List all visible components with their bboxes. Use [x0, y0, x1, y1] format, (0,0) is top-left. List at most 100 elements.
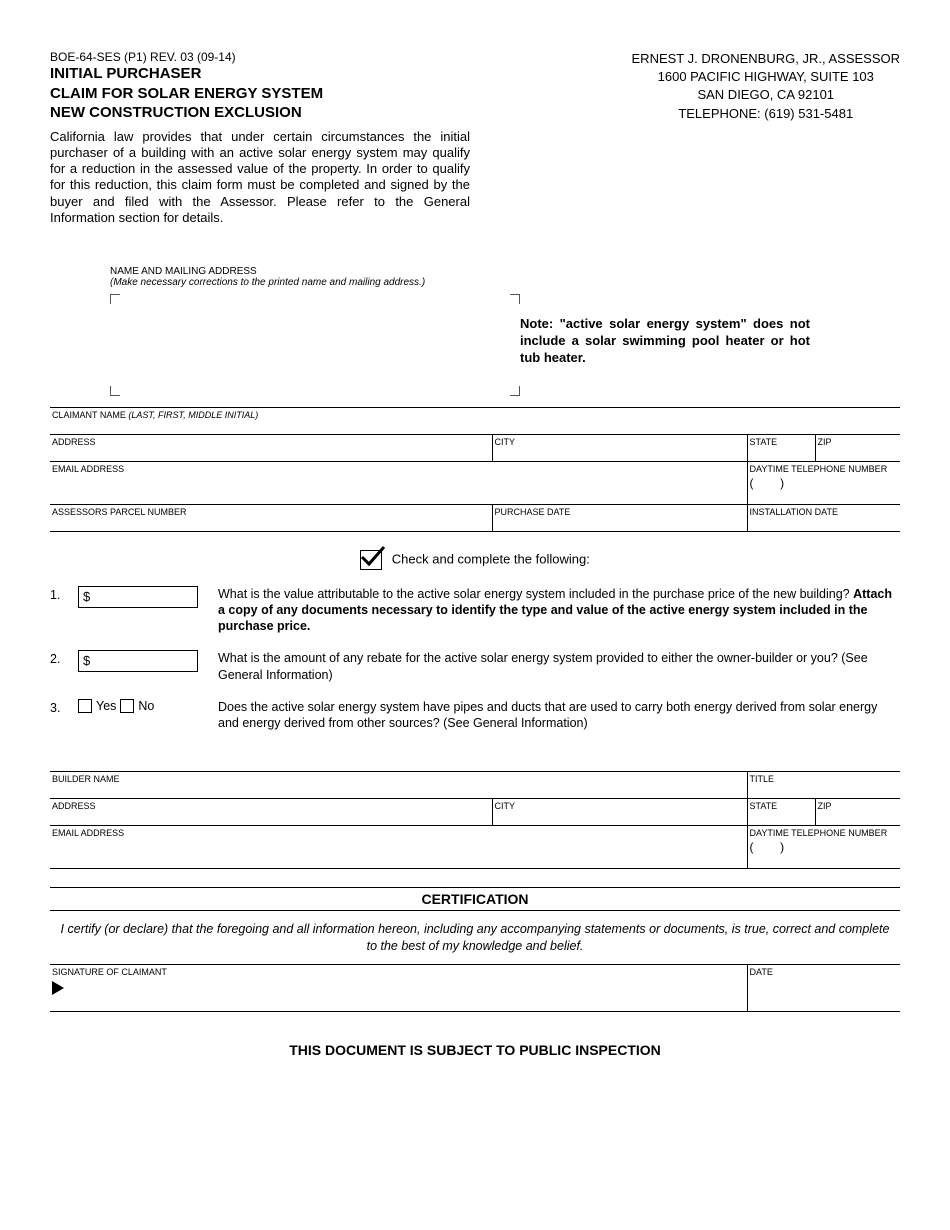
q3-yesno-wrapper: Yes No — [78, 699, 218, 713]
assessor-line-1: ERNEST J. DRONENBURG, JR., ASSESSOR — [632, 50, 900, 68]
corner-mark-br — [510, 386, 520, 396]
q3-yes-checkbox[interactable] — [78, 699, 92, 713]
q3-yes-label: Yes — [96, 699, 116, 713]
signature-cell[interactable]: SIGNATURE OF CLAIMANT — [50, 964, 747, 1011]
install-date-label: INSTALLATION DATE — [750, 507, 839, 517]
claimant-email-cell[interactable]: EMAIL ADDRESS — [50, 461, 747, 504]
mailing-heading: NAME AND MAILING ADDRESS — [110, 266, 500, 277]
title-line-2: CLAIM FOR SOLAR ENERGY SYSTEM — [50, 84, 470, 104]
builder-city-label: CITY — [495, 801, 516, 811]
q1-text: What is the value attributable to the ac… — [218, 586, 900, 635]
assessor-line-2: 1600 PACIFIC HIGHWAY, SUITE 103 — [632, 68, 900, 86]
claimant-city-label: CITY — [495, 437, 516, 447]
q1-input-wrapper: $ — [78, 586, 218, 608]
builder-address-label: ADDRESS — [52, 801, 96, 811]
paren-close: ) — [780, 476, 784, 490]
check-instruction-text: Check and complete the following: — [392, 551, 590, 566]
builder-phone-label: DAYTIME TELEPHONE NUMBER — [750, 828, 888, 838]
form-code: BOE-64-SES (P1) REV. 03 (09-14) — [50, 50, 470, 64]
signature-date-label: DATE — [750, 967, 773, 977]
q2-value-input[interactable]: $ — [78, 650, 198, 672]
builder-email-cell[interactable]: EMAIL ADDRESS — [50, 826, 747, 869]
corner-mark-tl — [110, 294, 120, 304]
builder-city-cell[interactable]: CITY — [492, 799, 747, 826]
signature-date-cell[interactable]: DATE — [747, 964, 900, 1011]
signature-arrow-icon — [52, 981, 64, 995]
apn-cell[interactable]: ASSESSORS PARCEL NUMBER — [50, 504, 492, 531]
paren-close-2: ) — [780, 840, 784, 854]
q2-text: What is the amount of any rebate for the… — [218, 650, 900, 683]
builder-table: BUILDER NAME TITLE ADDRESS CITY STATE ZI… — [50, 771, 900, 869]
mailing-area: NAME AND MAILING ADDRESS (Make necessary… — [50, 266, 900, 367]
phone-parens: ( ) — [750, 474, 897, 490]
claimant-city-cell[interactable]: CITY — [492, 434, 747, 461]
q3-number: 3. — [50, 699, 78, 715]
question-2: 2. $ What is the amount of any rebate fo… — [50, 650, 900, 683]
header-left: BOE-64-SES (P1) REV. 03 (09-14) INITIAL … — [50, 50, 470, 226]
claimant-email-label: EMAIL ADDRESS — [52, 464, 124, 474]
q2-number: 2. — [50, 650, 78, 666]
claimant-name-hint: (LAST, FIRST, MIDDLE INITIAL) — [128, 410, 258, 420]
header: BOE-64-SES (P1) REV. 03 (09-14) INITIAL … — [50, 50, 900, 226]
assessor-line-3: SAN DIEGO, CA 92101 — [632, 86, 900, 104]
claimant-state-label: STATE — [750, 437, 778, 447]
builder-name-label: BUILDER NAME — [52, 774, 120, 784]
intro-paragraph: California law provides that under certa… — [50, 129, 470, 227]
mailing-box: NAME AND MAILING ADDRESS (Make necessary… — [50, 266, 500, 367]
corner-mark-bl — [110, 386, 120, 396]
claimant-address-cell[interactable]: ADDRESS — [50, 434, 492, 461]
claimant-phone-cell[interactable]: DAYTIME TELEPHONE NUMBER ( ) — [747, 461, 900, 504]
install-date-cell[interactable]: INSTALLATION DATE — [747, 504, 900, 531]
q3-no-checkbox[interactable] — [120, 699, 134, 713]
builder-state-cell[interactable]: STATE — [747, 799, 815, 826]
assessor-line-4: TELEPHONE: (619) 531-5481 — [632, 105, 900, 123]
mailing-subheading: (Make necessary corrections to the print… — [110, 277, 500, 288]
q2-input-wrapper: $ — [78, 650, 218, 672]
builder-zip-cell[interactable]: ZIP — [815, 799, 900, 826]
claimant-state-cell[interactable]: STATE — [747, 434, 815, 461]
question-1: 1. $ What is the value attributable to t… — [50, 586, 900, 635]
purchase-date-label: PURCHASE DATE — [495, 507, 571, 517]
q1-text-plain: What is the value attributable to the ac… — [218, 587, 853, 601]
paren-open: ( — [750, 476, 754, 490]
builder-address-cell[interactable]: ADDRESS — [50, 799, 492, 826]
signature-table: SIGNATURE OF CLAIMANT DATE — [50, 964, 900, 1012]
claimant-zip-label: ZIP — [818, 437, 832, 447]
apn-label: ASSESSORS PARCEL NUMBER — [52, 507, 187, 517]
builder-name-cell[interactable]: BUILDER NAME — [50, 772, 747, 799]
q1-dollar-prefix: $ — [83, 589, 90, 604]
builder-phone-cell[interactable]: DAYTIME TELEPHONE NUMBER ( ) — [747, 826, 900, 869]
spacer — [50, 731, 900, 771]
builder-title-cell[interactable]: TITLE — [747, 772, 900, 799]
q3-no-label: No — [138, 699, 154, 713]
q1-number: 1. — [50, 586, 78, 602]
builder-title-label: TITLE — [750, 774, 775, 784]
claimant-name-cell[interactable]: CLAIMANT NAME (LAST, FIRST, MIDDLE INITI… — [50, 407, 900, 434]
check-instruction: Check and complete the following: — [50, 550, 900, 570]
builder-state-label: STATE — [750, 801, 778, 811]
title-line-3: NEW CONSTRUCTION EXCLUSION — [50, 103, 470, 123]
checkmark-icon — [360, 550, 382, 570]
builder-email-label: EMAIL ADDRESS — [52, 828, 124, 838]
claimant-phone-label: DAYTIME TELEPHONE NUMBER — [750, 464, 888, 474]
signature-label: SIGNATURE OF CLAIMANT — [52, 967, 167, 977]
q2-dollar-prefix: $ — [83, 653, 90, 668]
certification-heading: CERTIFICATION — [50, 887, 900, 911]
form-title: INITIAL PURCHASER CLAIM FOR SOLAR ENERGY… — [50, 64, 470, 123]
assessor-address: ERNEST J. DRONENBURG, JR., ASSESSOR 1600… — [632, 50, 900, 123]
q3-text: Does the active solar energy system have… — [218, 699, 900, 732]
note-block: Note: "active solar energy system" does … — [520, 316, 810, 367]
claimant-table: CLAIMANT NAME (LAST, FIRST, MIDDLE INITI… — [50, 407, 900, 532]
builder-phone-parens: ( ) — [750, 838, 897, 854]
title-line-1: INITIAL PURCHASER — [50, 64, 470, 84]
purchase-date-cell[interactable]: PURCHASE DATE — [492, 504, 747, 531]
builder-zip-label: ZIP — [818, 801, 832, 811]
certification-text: I certify (or declare) that the foregoin… — [50, 911, 900, 964]
paren-open-2: ( — [750, 840, 754, 854]
q1-value-input[interactable]: $ — [78, 586, 198, 608]
footer-notice: THIS DOCUMENT IS SUBJECT TO PUBLIC INSPE… — [50, 1042, 900, 1058]
claimant-address-label: ADDRESS — [52, 437, 96, 447]
question-3: 3. Yes No Does the active solar energy s… — [50, 699, 900, 732]
claimant-zip-cell[interactable]: ZIP — [815, 434, 900, 461]
corner-mark-tr — [510, 294, 520, 304]
